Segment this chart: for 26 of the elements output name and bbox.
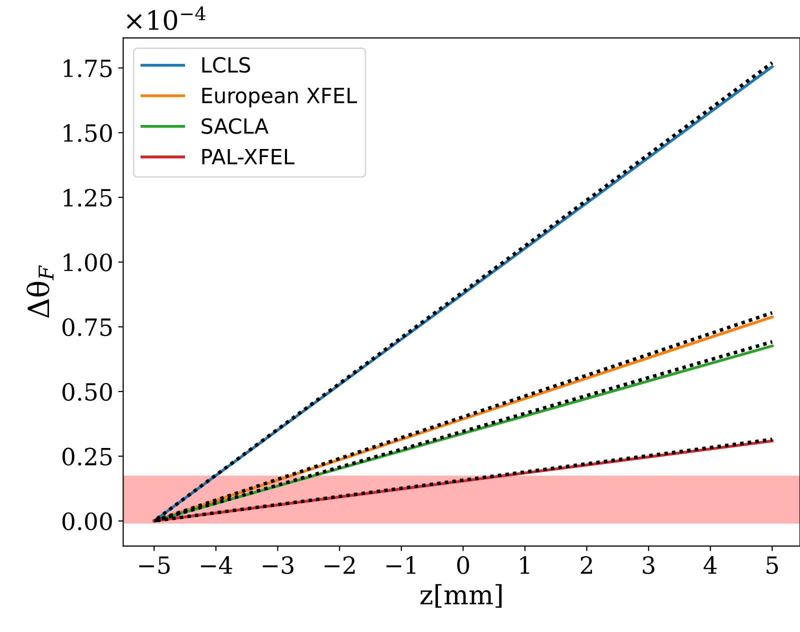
legend-label: European XFEL — [202, 88, 358, 108]
y-tick-label: 0.00 — [62, 512, 112, 530]
x-tick-label: −2 — [324, 556, 355, 574]
x-tick-label: −1 — [386, 556, 416, 574]
y-tick-label: 0.25 — [62, 448, 112, 466]
y-tick-label: 0.75 — [62, 318, 112, 336]
x-tick-label: 3 — [642, 556, 654, 574]
legend-label: SACLA — [202, 118, 268, 134]
x-tick-label: −5 — [139, 556, 170, 574]
y-tick-label: 0.50 — [62, 382, 112, 401]
text: ×10$^{−4}$ — [126, 6, 206, 30]
y-tick-label: 1.75 — [64, 59, 112, 78]
x-tick-label: 4 — [704, 556, 717, 574]
x-tick-label: 1 — [520, 556, 530, 574]
legend-label: LCLS — [202, 57, 250, 73]
x-axis-title: z[mm] — [420, 584, 502, 608]
x-tick-label: 5 — [766, 556, 778, 574]
legend-label: PAL-XFEL — [202, 149, 294, 164]
y-axis-title: Δθ$_{F}$ — [26, 265, 54, 318]
x-tick-label: −4 — [201, 556, 232, 574]
x-tick-label: 2 — [580, 556, 592, 574]
x-tick-label: 0 — [457, 556, 470, 574]
y-tick-label: 1.00 — [64, 254, 112, 272]
y-tick-label: 1.50 — [64, 124, 112, 142]
x-tick-label: −3 — [262, 556, 294, 574]
y-tick-label: 1.25 — [64, 188, 112, 207]
